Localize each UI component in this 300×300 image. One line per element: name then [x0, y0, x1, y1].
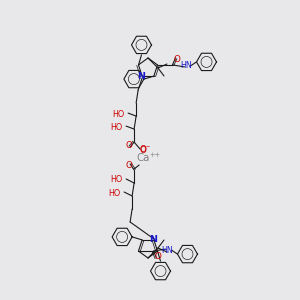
Text: Ca: Ca: [136, 153, 150, 163]
Text: O: O: [126, 141, 133, 150]
Text: ++: ++: [149, 152, 161, 158]
Text: N: N: [137, 72, 145, 81]
Text: HN: HN: [162, 246, 173, 255]
Text: HO: HO: [112, 110, 124, 118]
Text: N: N: [149, 236, 157, 244]
Text: ⁻: ⁻: [145, 144, 149, 153]
Text: O: O: [140, 146, 147, 154]
Text: HO: HO: [108, 188, 120, 197]
Text: HO: HO: [110, 176, 122, 184]
Text: O: O: [126, 160, 133, 169]
Text: HO: HO: [110, 123, 122, 132]
Text: O: O: [140, 146, 147, 154]
Text: ⁻: ⁻: [145, 143, 149, 152]
Text: O: O: [173, 56, 180, 64]
Text: HN: HN: [181, 61, 192, 70]
Text: O: O: [154, 252, 161, 261]
